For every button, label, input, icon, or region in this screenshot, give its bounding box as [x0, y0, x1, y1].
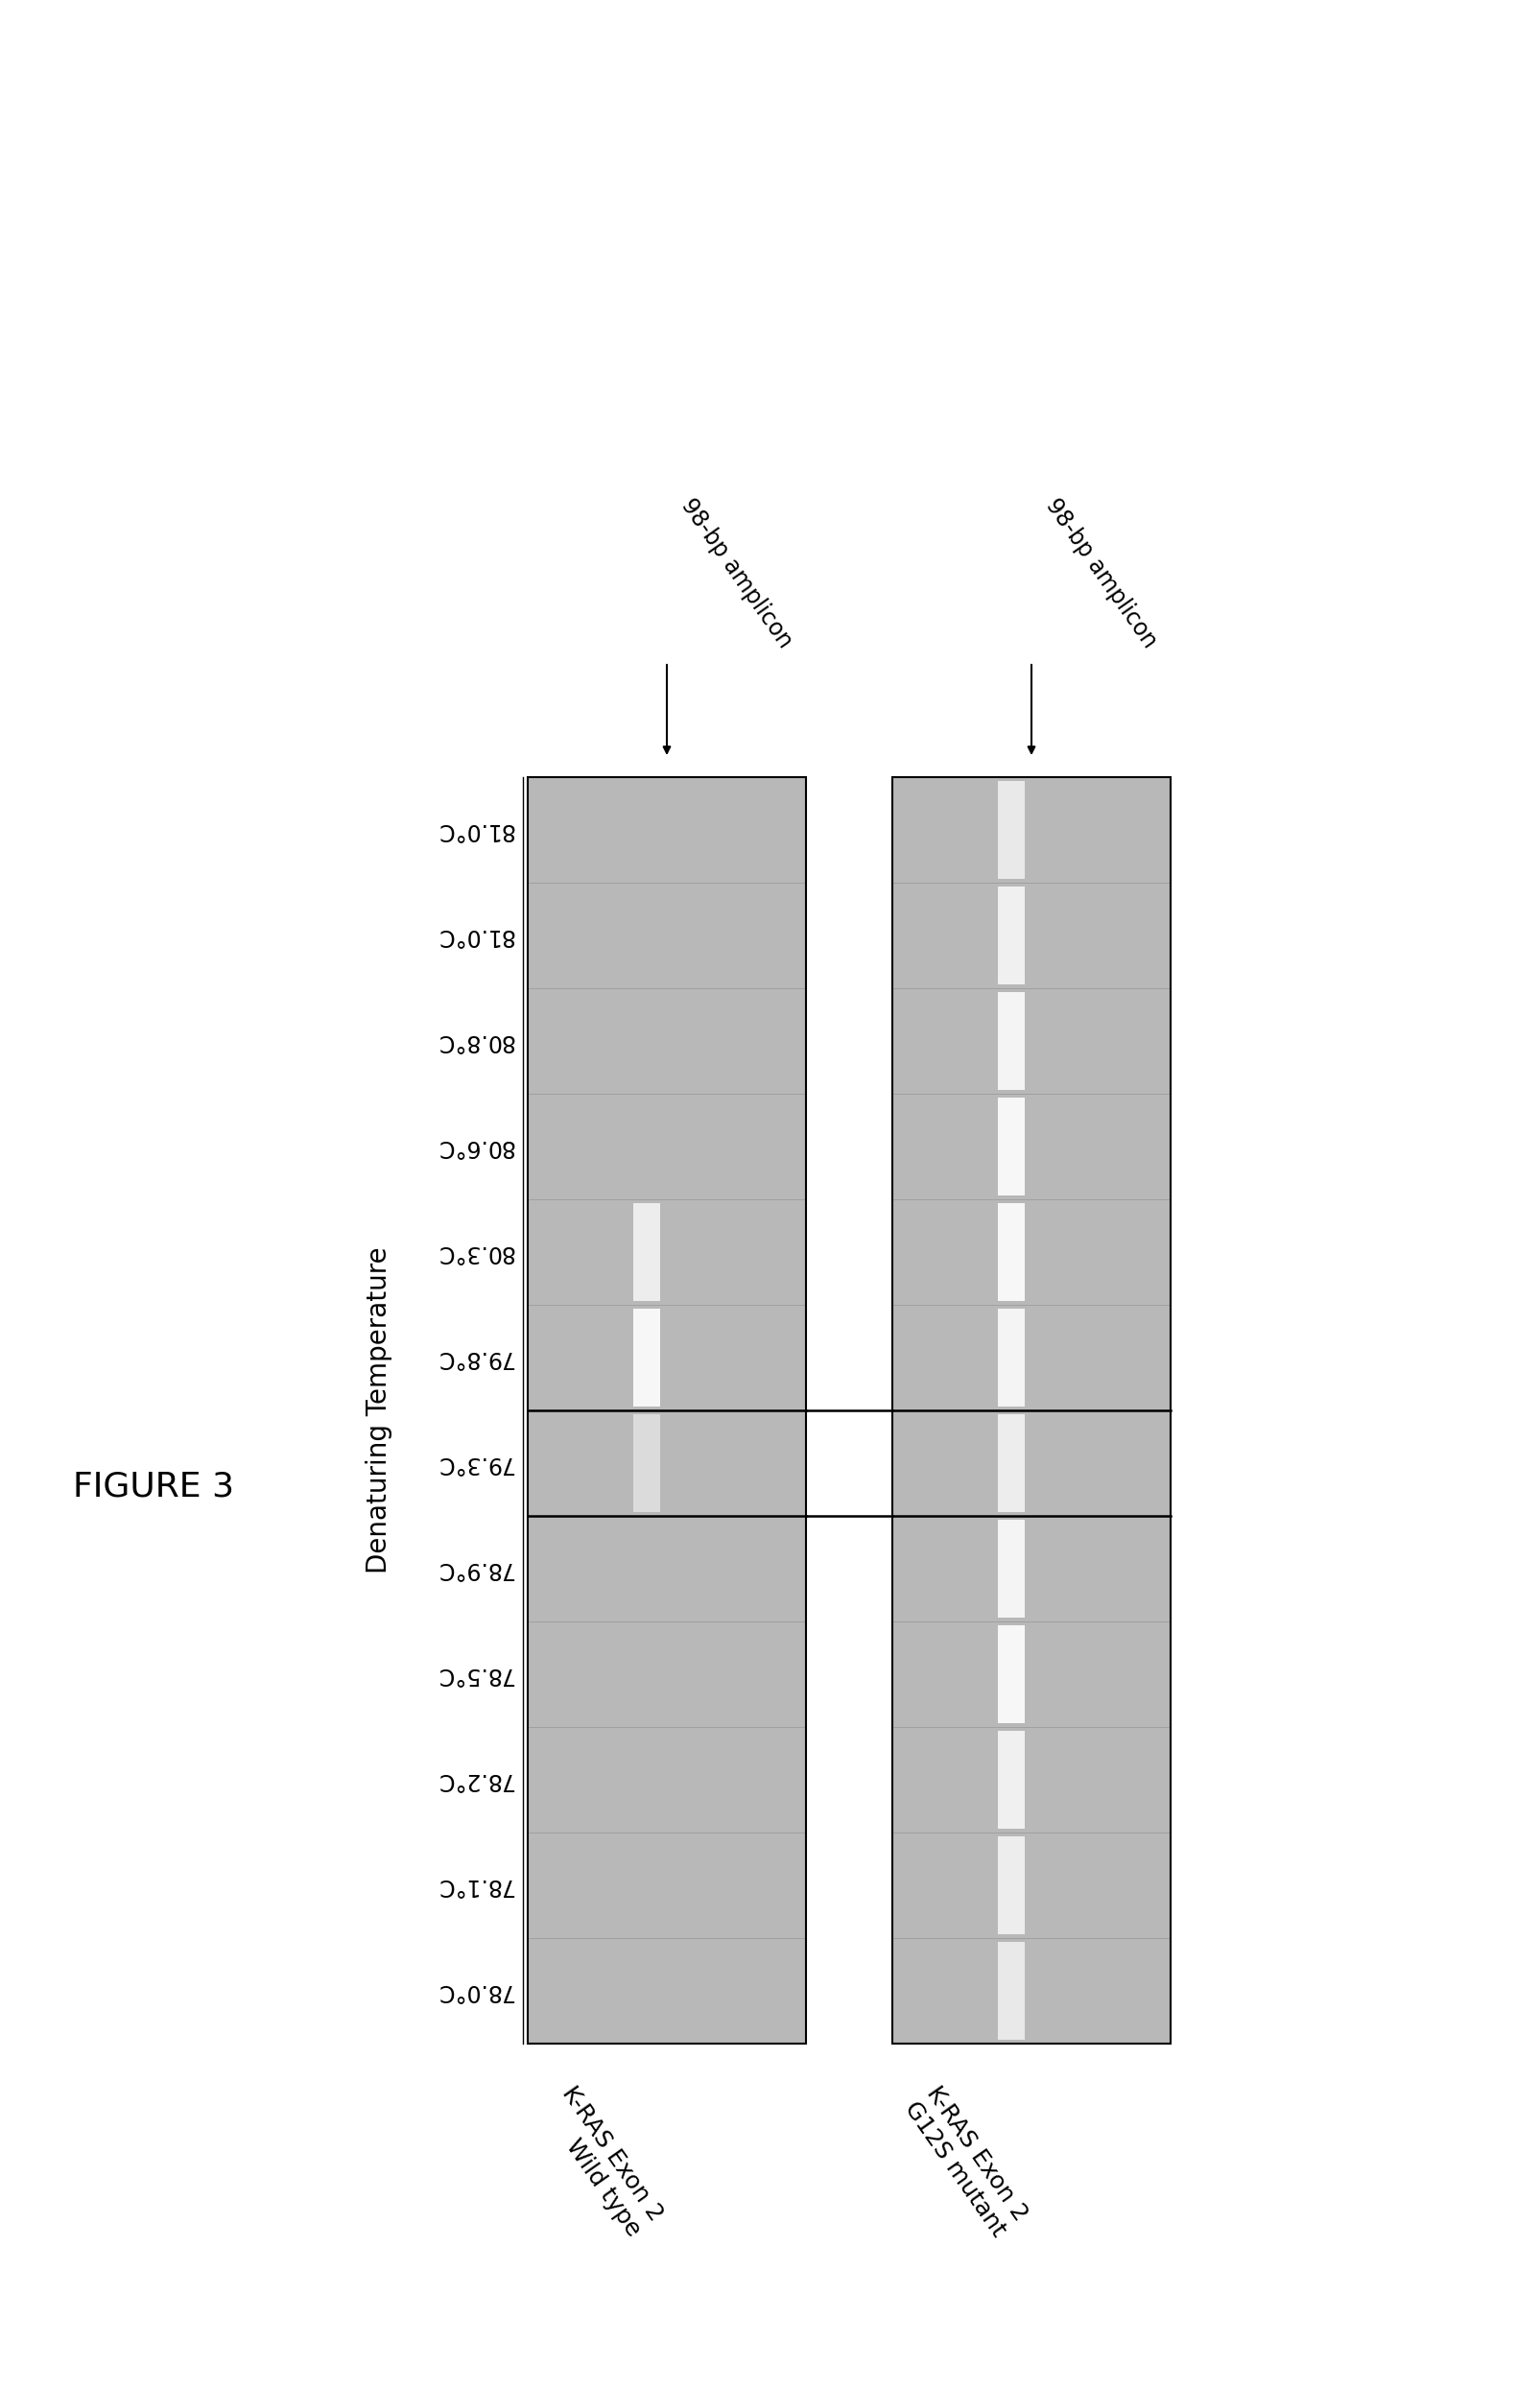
Bar: [892, 1517, 1170, 1622]
Text: 79.3°C: 79.3°C: [436, 1453, 513, 1474]
Bar: [528, 776, 805, 882]
Bar: [998, 886, 1026, 984]
Bar: [998, 991, 1026, 1089]
Bar: [998, 781, 1026, 879]
Bar: [998, 1519, 1026, 1617]
Bar: [528, 1517, 805, 1622]
Bar: [528, 1622, 805, 1727]
Text: 81.0°C: 81.0°C: [436, 819, 513, 841]
Bar: [528, 882, 805, 989]
Bar: [892, 989, 1170, 1094]
Bar: [892, 1832, 1170, 1937]
Bar: [528, 1832, 805, 1937]
Bar: [528, 1094, 805, 1199]
Text: 78.5°C: 78.5°C: [436, 1663, 513, 1687]
Text: 78.1°C: 78.1°C: [436, 1873, 513, 1897]
Text: 78.2°C: 78.2°C: [436, 1768, 513, 1792]
Text: 78.0°C: 78.0°C: [436, 1980, 513, 2002]
Text: 78.9°C: 78.9°C: [436, 1558, 513, 1579]
Bar: [892, 1410, 1170, 1517]
Text: K-RAS Exon 2
G12S mutant: K-RAS Exon 2 G12S mutant: [899, 2081, 1032, 2241]
Text: Denaturing Temperature: Denaturing Temperature: [365, 1247, 393, 1574]
Bar: [528, 1727, 805, 1832]
Bar: [998, 1414, 1026, 1512]
Text: 98-bp amplicon: 98-bp amplicon: [1041, 495, 1161, 652]
Bar: [633, 1309, 661, 1407]
Bar: [528, 1410, 805, 1517]
Bar: [998, 1309, 1026, 1407]
Text: 80.6°C: 80.6°C: [436, 1135, 513, 1159]
Bar: [998, 1730, 1026, 1828]
Bar: [892, 882, 1170, 989]
Bar: [892, 1199, 1170, 1304]
Bar: [892, 1727, 1170, 1832]
Bar: [892, 1304, 1170, 1410]
Bar: [998, 1097, 1026, 1194]
Bar: [528, 776, 805, 2043]
Text: 79.8°C: 79.8°C: [436, 1345, 513, 1369]
Bar: [998, 1942, 1026, 2040]
Bar: [528, 1937, 805, 2043]
Bar: [998, 1204, 1026, 1302]
Text: 98-bp amplicon: 98-bp amplicon: [676, 495, 796, 652]
Bar: [633, 1204, 661, 1302]
Bar: [892, 776, 1170, 2043]
Bar: [633, 1414, 661, 1512]
Bar: [892, 1094, 1170, 1199]
Bar: [528, 1199, 805, 1304]
Bar: [528, 1304, 805, 1410]
Text: 80.3°C: 80.3°C: [436, 1240, 513, 1264]
Bar: [892, 776, 1170, 882]
Bar: [892, 1937, 1170, 2043]
Text: 81.0°C: 81.0°C: [436, 925, 513, 946]
Text: 80.8°C: 80.8°C: [436, 1030, 513, 1054]
Bar: [528, 989, 805, 1094]
Text: K-RAS Exon 2
Wild type: K-RAS Exon 2 Wild type: [534, 2081, 667, 2241]
Bar: [998, 1837, 1026, 1935]
Bar: [998, 1625, 1026, 1722]
Text: FIGURE 3: FIGURE 3: [72, 1472, 234, 1503]
Bar: [892, 1622, 1170, 1727]
